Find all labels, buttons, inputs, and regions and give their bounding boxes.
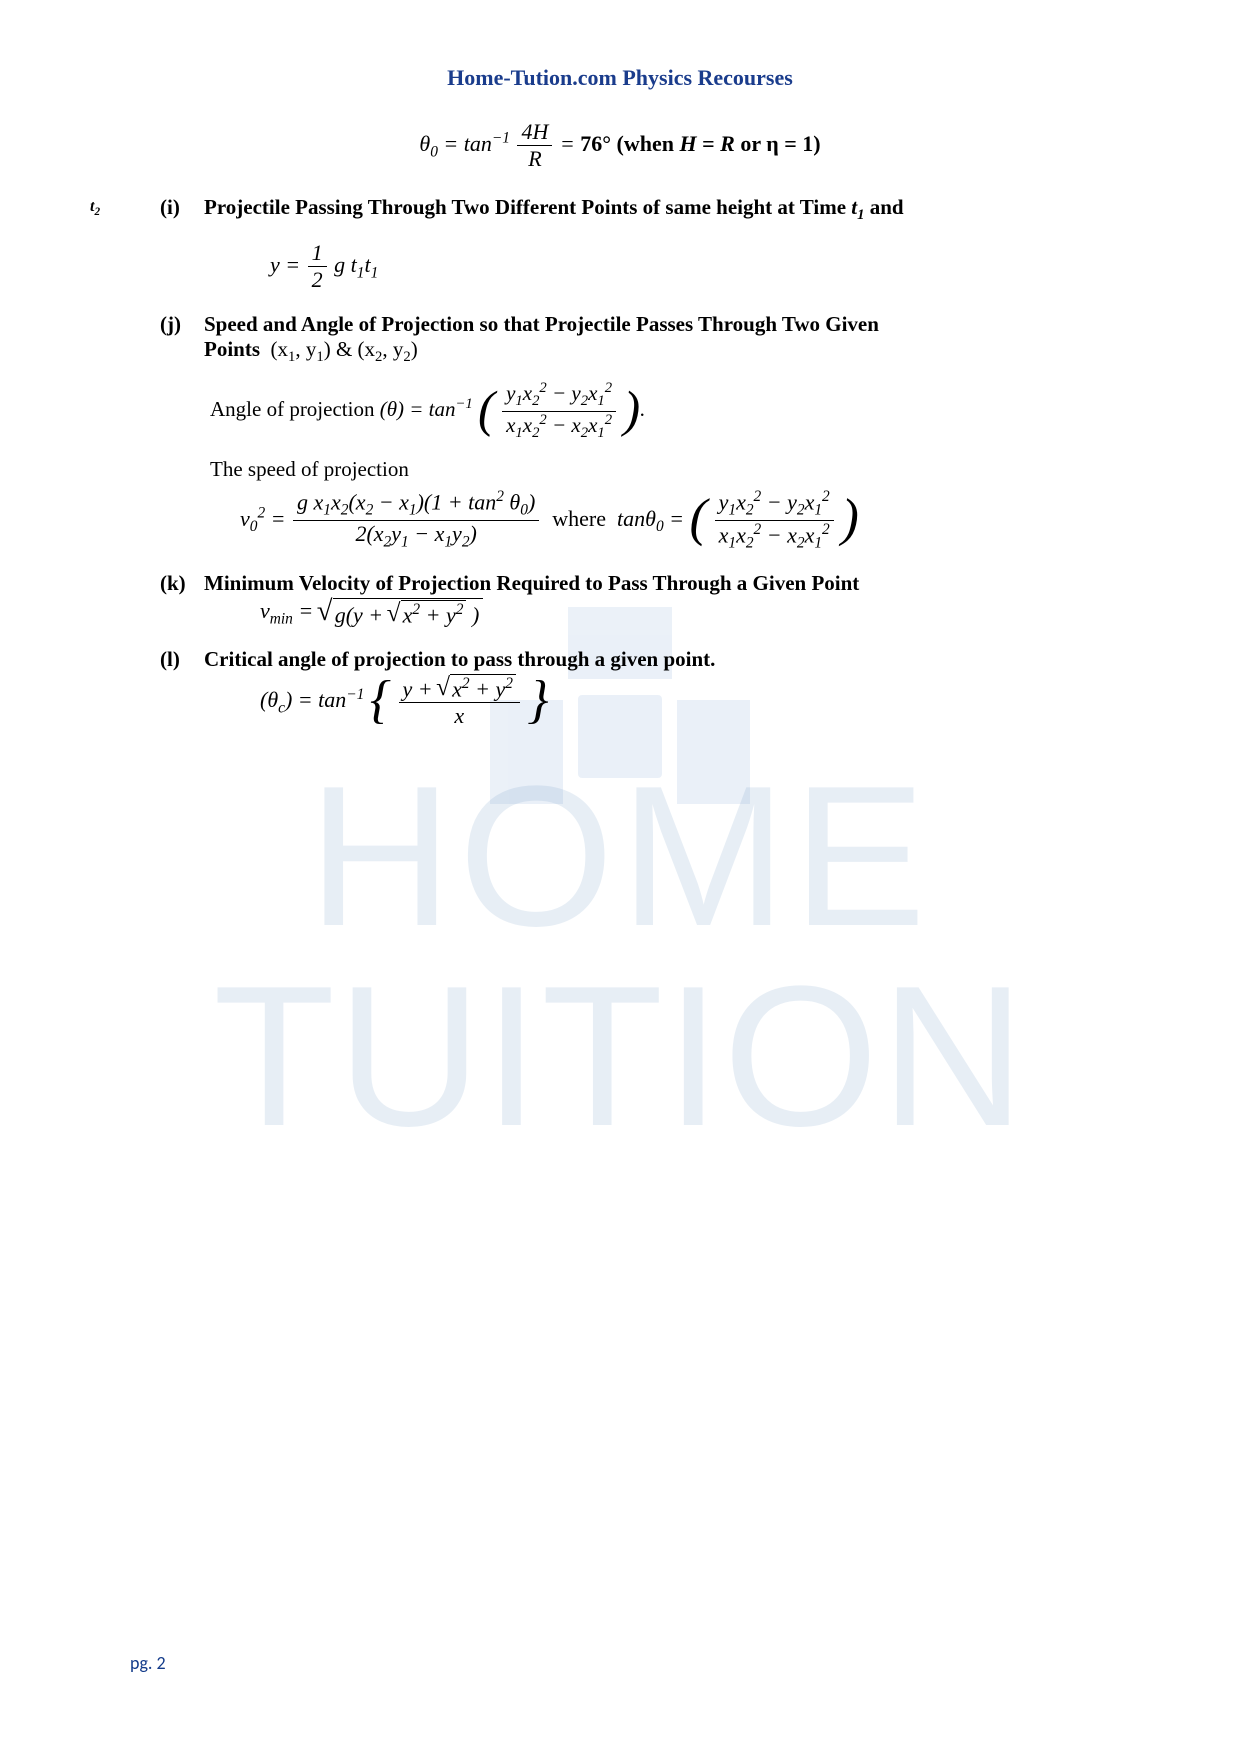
section-i: (i) Projectile Passing Through Two Diffe… bbox=[160, 195, 1150, 224]
v0-den: 2(x2y1 − x1y2) bbox=[293, 521, 539, 552]
section-l: (l) Critical angle of projection to pass… bbox=[160, 647, 1150, 672]
tan-den: x1x22 − x2x12 bbox=[715, 521, 834, 553]
tan-num: y1x22 − y2x12 bbox=[715, 488, 834, 521]
page-footer: pg. 2 bbox=[130, 1652, 166, 1674]
section-l-title: Critical angle of projection to pass thr… bbox=[204, 647, 1150, 672]
section-i-marker: (i) bbox=[160, 195, 204, 220]
equation-v0: v02 = g x1x2(x2 − x1)(1 + tan2 θ0) 2(x2y… bbox=[240, 488, 1150, 553]
section-j-marker: (j) bbox=[160, 312, 204, 337]
angle-label: Angle of projection (θ) = tan−1 ( y1x22 … bbox=[210, 380, 1150, 443]
equation-theta0: θ0 = tan−1 4H R = 76° (when H = R or η =… bbox=[90, 119, 1150, 173]
page-header: Home-Tution.com Physics Recourses bbox=[0, 65, 1240, 91]
watermark-text: HOME TUITION bbox=[213, 757, 1027, 1157]
v0-num: g x1x2(x2 − x1)(1 + tan2 θ0) bbox=[293, 488, 539, 521]
equation-vmin: vmin = g(y + x2 + y2 ) bbox=[260, 598, 1150, 629]
angle-den: x1x22 − x2x12 bbox=[502, 412, 616, 443]
section-k-title: Minimum Velocity of Projection Required … bbox=[204, 571, 1150, 596]
section-j-title: Speed and Angle of Projection so that Pr… bbox=[204, 312, 1150, 366]
content-region: θ0 = tan−1 4H R = 76° (when H = R or η =… bbox=[90, 105, 1150, 748]
t2-label: t2 bbox=[90, 198, 100, 218]
watermark-line2: TUITION bbox=[213, 957, 1027, 1157]
angle-num: y1x22 − y2x12 bbox=[502, 380, 616, 412]
theta0-num: 4H bbox=[517, 119, 552, 146]
where-label: where bbox=[552, 505, 606, 530]
page: HOME TUITION Home-Tution.com Physics Rec… bbox=[0, 0, 1240, 1754]
section-i-title: Projectile Passing Through Two Different… bbox=[204, 195, 1150, 224]
equation-y: y = 1 2 g t1t1 bbox=[270, 240, 1150, 294]
section-k-marker: (k) bbox=[160, 571, 204, 596]
section-l-marker: (l) bbox=[160, 647, 204, 672]
thetac-num: y + x2 + y2 bbox=[399, 674, 520, 704]
equation-thetac: (θc) = tan−1 { y + x2 + y2 x } bbox=[260, 674, 1150, 730]
section-k: (k) Minimum Velocity of Projection Requi… bbox=[160, 571, 1150, 596]
section-j: (j) Speed and Angle of Projection so tha… bbox=[160, 312, 1150, 366]
watermark-line1: HOME bbox=[213, 757, 1027, 957]
theta0-den: R bbox=[517, 146, 552, 172]
thetac-den: x bbox=[399, 703, 520, 729]
half-den: 2 bbox=[308, 267, 327, 293]
speed-label: The speed of projection bbox=[210, 457, 1150, 482]
half-num: 1 bbox=[308, 240, 327, 267]
